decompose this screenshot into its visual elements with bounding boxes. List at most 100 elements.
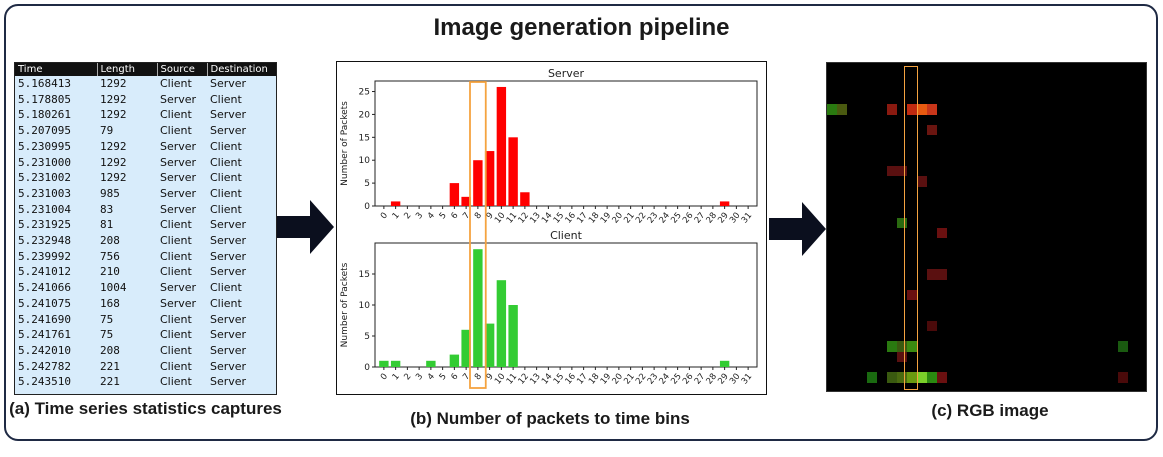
- chart-title: Server: [548, 67, 585, 80]
- cell-destination: Client: [210, 202, 242, 216]
- table-row: 5.178805 1292 Server Client: [15, 92, 276, 108]
- x-tick-label: 6: [449, 372, 460, 383]
- table-row: 5.242010 208 Client Server: [15, 343, 276, 359]
- cell-source: Server: [160, 186, 197, 200]
- bar: [719, 201, 730, 206]
- table-row: 5.168413 1292 Client Server: [15, 76, 276, 92]
- cell-length: 75: [100, 328, 114, 342]
- cell-time: 5.232948: [18, 234, 71, 248]
- cell-time: 5.241690: [18, 312, 71, 326]
- rgb-pixel: [937, 372, 948, 383]
- cell-length: 79: [100, 124, 114, 138]
- rgb-pixel: [867, 372, 878, 383]
- arrow-right-icon: [277, 200, 334, 254]
- rgb-pixel: [927, 104, 938, 115]
- bar: [719, 360, 730, 367]
- rgb-pixel: [927, 124, 938, 136]
- x-tick-label: 1: [391, 372, 402, 383]
- cell-source: Client: [160, 124, 192, 138]
- cell-length: 1292: [100, 108, 127, 122]
- rgb-pixel: [897, 166, 908, 177]
- cell-source: Server: [160, 202, 197, 216]
- arrow-right-icon: [769, 202, 826, 256]
- rgb-pixel: [1117, 372, 1128, 383]
- rgb-pixel: [927, 269, 938, 280]
- cell-destination: Client: [210, 186, 242, 200]
- cell-length: 1004: [100, 281, 127, 295]
- cell-length: 985: [100, 186, 120, 200]
- cell-length: 168: [100, 296, 120, 310]
- plot-area: [374, 80, 758, 207]
- x-tick-label: 6: [449, 211, 460, 222]
- cell-time: 5.239992: [18, 249, 71, 263]
- y-axis-label: Number of Packets: [340, 262, 350, 347]
- rgb-pixel: [917, 104, 928, 115]
- rgb-pixel: [827, 104, 838, 115]
- x-tick-label: 5: [438, 211, 449, 222]
- caption-a: (a) Time series statistics captures: [9, 399, 282, 418]
- table-row: 5.241012 210 Client Server: [15, 264, 276, 280]
- bar: [508, 305, 518, 367]
- y-tick-label: 5: [364, 332, 370, 342]
- bar: [473, 249, 483, 367]
- rgb-pixel: [907, 341, 918, 352]
- x-tick-label: 2: [402, 372, 413, 383]
- cell-length: 1292: [100, 155, 127, 169]
- rgb-pixel: [927, 372, 938, 383]
- bar: [461, 329, 471, 367]
- cell-length: 208: [100, 343, 120, 357]
- rgb-image: [826, 62, 1147, 392]
- table-row: 5.242782 221 Client Server: [15, 359, 276, 375]
- cell-destination: Client: [210, 155, 242, 169]
- x-tick-label: 2: [402, 211, 413, 222]
- column-header-destination: Destination: [206, 63, 276, 76]
- bar: [449, 354, 460, 367]
- y-tick-label: 10: [359, 156, 371, 166]
- x-tick-label: 8: [473, 211, 484, 222]
- cell-time: 5.241075: [18, 296, 71, 310]
- table-row: 5.241075 168 Server Client: [15, 296, 276, 312]
- x-tick-label: 9: [485, 372, 496, 383]
- x-tick-label: 9: [485, 211, 496, 222]
- y-tick-label: 10: [359, 301, 371, 311]
- plot-area: [374, 242, 758, 368]
- cell-time: 5.178805: [18, 92, 71, 106]
- cell-length: 81: [100, 218, 114, 232]
- column-header-time: Time: [15, 63, 97, 76]
- cell-destination: Server: [210, 218, 247, 232]
- cell-destination: Client: [210, 92, 242, 106]
- bar: [426, 360, 436, 367]
- table-body: 5.168413 1292 Client Server 5.178805 1292 Serv…: [15, 76, 276, 390]
- table-row: 5.230995 1292 Server Client: [15, 139, 276, 155]
- rgb-pixel: [887, 104, 898, 115]
- rgb-pixel: [887, 372, 898, 383]
- table-row: 5.180261 1292 Client Server: [15, 107, 276, 123]
- x-tick-label: 0: [379, 211, 390, 222]
- table-row: 5.231925 81 Client Server: [15, 217, 276, 233]
- rgb-pixel: [937, 228, 948, 239]
- cell-destination: Client: [210, 171, 242, 185]
- bar: [520, 192, 530, 206]
- x-tick-label: 0: [379, 372, 390, 383]
- bar: [473, 160, 483, 206]
- rgb-pixel: [837, 104, 848, 115]
- packet-table: Time Length Source Destination 5.168413 1…: [15, 63, 276, 390]
- cell-source: Client: [160, 343, 192, 357]
- table-row: 5.232948 208 Client Server: [15, 233, 276, 249]
- cell-length: 210: [100, 265, 120, 279]
- cell-length: 756: [100, 249, 120, 263]
- cell-source: Server: [160, 281, 197, 295]
- table-row: 5.243510 221 Client Server: [15, 374, 276, 390]
- page-title: Image generation pipeline: [433, 14, 730, 41]
- x-tick-label: 7: [461, 372, 472, 383]
- rgb-pixel: [937, 269, 948, 280]
- rgb-pixel: [907, 289, 918, 301]
- rgb-pixel: [1117, 341, 1128, 352]
- cell-length: 1292: [100, 171, 127, 185]
- rgb-pixel: [907, 372, 918, 383]
- caption-b: (b) Number of packets to time bins: [410, 409, 690, 428]
- y-tick-label: 0: [364, 363, 370, 373]
- x-tick-label: 7: [461, 211, 472, 222]
- chart-title: Client: [550, 229, 583, 242]
- x-tick-label: 8: [473, 372, 484, 383]
